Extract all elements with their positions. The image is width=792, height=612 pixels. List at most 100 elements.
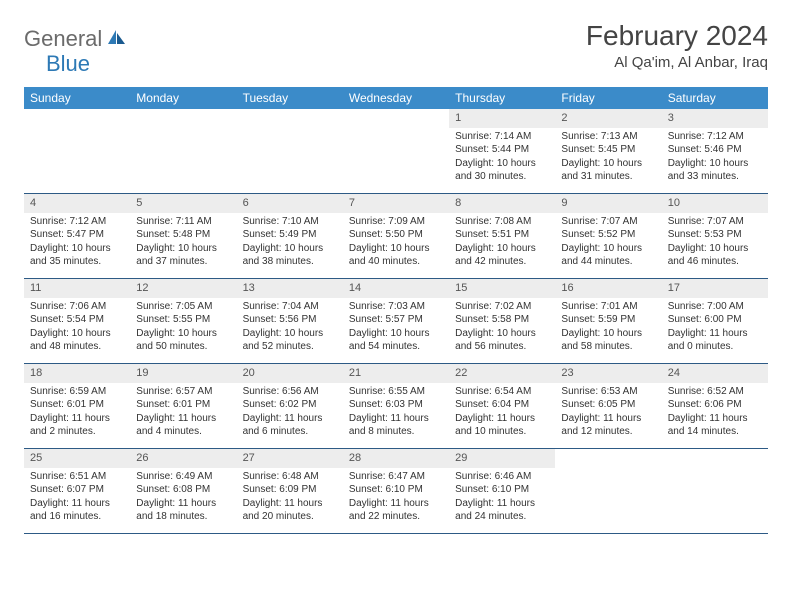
day-content: Sunrise: 6:55 AMSunset: 6:03 PMDaylight:… [343, 383, 449, 443]
day-line-ss: Sunset: 5:44 PM [455, 143, 549, 157]
day-line-sr: Sunrise: 6:49 AM [136, 470, 230, 484]
day-line-d1: Daylight: 11 hours [455, 497, 549, 511]
day-line-d2: and 42 minutes. [455, 255, 549, 269]
day-line-d2: and 56 minutes. [455, 340, 549, 354]
day-cell: 9Sunrise: 7:07 AMSunset: 5:52 PMDaylight… [555, 194, 661, 278]
day-line-ss: Sunset: 5:50 PM [349, 228, 443, 242]
day-number [662, 449, 768, 468]
day-line-sr: Sunrise: 7:00 AM [668, 300, 762, 314]
week-row: 4Sunrise: 7:12 AMSunset: 5:47 PMDaylight… [24, 194, 768, 279]
day-line-sr: Sunrise: 7:02 AM [455, 300, 549, 314]
day-line-sr: Sunrise: 7:11 AM [136, 215, 230, 229]
day-line-d2: and 30 minutes. [455, 170, 549, 184]
day-number: 24 [662, 364, 768, 383]
day-content: Sunrise: 7:11 AMSunset: 5:48 PMDaylight:… [130, 213, 236, 273]
day-line-d1: Daylight: 10 hours [668, 157, 762, 171]
logo-text-blue: Blue [46, 51, 90, 77]
day-content: Sunrise: 7:07 AMSunset: 5:53 PMDaylight:… [662, 213, 768, 273]
day-line-ss: Sunset: 5:56 PM [243, 313, 337, 327]
day-content: Sunrise: 6:49 AMSunset: 6:08 PMDaylight:… [130, 468, 236, 528]
day-line-d2: and 4 minutes. [136, 425, 230, 439]
day-content: Sunrise: 6:47 AMSunset: 6:10 PMDaylight:… [343, 468, 449, 528]
day-line-d1: Daylight: 10 hours [455, 242, 549, 256]
day-content: Sunrise: 7:02 AMSunset: 5:58 PMDaylight:… [449, 298, 555, 358]
logo-text-general: General [24, 26, 102, 52]
day-line-ss: Sunset: 6:10 PM [455, 483, 549, 497]
day-cell: 14Sunrise: 7:03 AMSunset: 5:57 PMDayligh… [343, 279, 449, 363]
day-line-d1: Daylight: 11 hours [30, 497, 124, 511]
day-line-d2: and 44 minutes. [561, 255, 655, 269]
day-content: Sunrise: 7:07 AMSunset: 5:52 PMDaylight:… [555, 213, 661, 273]
day-line-d2: and 10 minutes. [455, 425, 549, 439]
day-number: 26 [130, 449, 236, 468]
day-line-d2: and 18 minutes. [136, 510, 230, 524]
day-line-ss: Sunset: 6:04 PM [455, 398, 549, 412]
day-line-ss: Sunset: 5:58 PM [455, 313, 549, 327]
day-content: Sunrise: 7:12 AMSunset: 5:46 PMDaylight:… [662, 128, 768, 188]
day-content: Sunrise: 7:09 AMSunset: 5:50 PMDaylight:… [343, 213, 449, 273]
day-cell [130, 109, 236, 193]
day-cell: 28Sunrise: 6:47 AMSunset: 6:10 PMDayligh… [343, 449, 449, 533]
day-cell: 12Sunrise: 7:05 AMSunset: 5:55 PMDayligh… [130, 279, 236, 363]
day-cell: 1Sunrise: 7:14 AMSunset: 5:44 PMDaylight… [449, 109, 555, 193]
day-line-d1: Daylight: 11 hours [243, 412, 337, 426]
day-line-d1: Daylight: 10 hours [243, 242, 337, 256]
day-line-ss: Sunset: 5:55 PM [136, 313, 230, 327]
day-content: Sunrise: 7:14 AMSunset: 5:44 PMDaylight:… [449, 128, 555, 188]
logo: General [24, 26, 130, 52]
day-number: 11 [24, 279, 130, 298]
weekday-fri: Friday [555, 87, 661, 109]
day-line-d2: and 12 minutes. [561, 425, 655, 439]
day-number: 13 [237, 279, 343, 298]
day-line-d2: and 8 minutes. [349, 425, 443, 439]
day-line-sr: Sunrise: 7:06 AM [30, 300, 124, 314]
day-number: 23 [555, 364, 661, 383]
day-line-d2: and 54 minutes. [349, 340, 443, 354]
day-line-d2: and 24 minutes. [455, 510, 549, 524]
day-number: 27 [237, 449, 343, 468]
day-line-d1: Daylight: 11 hours [136, 497, 230, 511]
day-line-d2: and 50 minutes. [136, 340, 230, 354]
day-content: Sunrise: 7:06 AMSunset: 5:54 PMDaylight:… [24, 298, 130, 358]
day-line-d1: Daylight: 10 hours [455, 157, 549, 171]
day-line-d1: Daylight: 10 hours [136, 327, 230, 341]
day-line-d2: and 37 minutes. [136, 255, 230, 269]
day-line-d1: Daylight: 11 hours [561, 412, 655, 426]
day-number: 5 [130, 194, 236, 213]
day-content: Sunrise: 6:52 AMSunset: 6:06 PMDaylight:… [662, 383, 768, 443]
day-cell: 6Sunrise: 7:10 AMSunset: 5:49 PMDaylight… [237, 194, 343, 278]
day-number [343, 109, 449, 128]
day-line-d2: and 38 minutes. [243, 255, 337, 269]
day-line-d2: and 40 minutes. [349, 255, 443, 269]
day-number: 16 [555, 279, 661, 298]
day-content: Sunrise: 7:12 AMSunset: 5:47 PMDaylight:… [24, 213, 130, 273]
day-number: 7 [343, 194, 449, 213]
day-number: 3 [662, 109, 768, 128]
day-number: 17 [662, 279, 768, 298]
day-cell: 4Sunrise: 7:12 AMSunset: 5:47 PMDaylight… [24, 194, 130, 278]
day-line-d2: and 58 minutes. [561, 340, 655, 354]
day-line-sr: Sunrise: 6:48 AM [243, 470, 337, 484]
day-line-ss: Sunset: 5:52 PM [561, 228, 655, 242]
day-cell: 21Sunrise: 6:55 AMSunset: 6:03 PMDayligh… [343, 364, 449, 448]
day-line-sr: Sunrise: 6:54 AM [455, 385, 549, 399]
day-line-d1: Daylight: 11 hours [136, 412, 230, 426]
day-line-d1: Daylight: 11 hours [668, 412, 762, 426]
day-number: 10 [662, 194, 768, 213]
day-line-d2: and 46 minutes. [668, 255, 762, 269]
day-line-sr: Sunrise: 7:12 AM [668, 130, 762, 144]
day-number [130, 109, 236, 128]
day-line-ss: Sunset: 6:08 PM [136, 483, 230, 497]
day-number: 8 [449, 194, 555, 213]
day-line-d1: Daylight: 10 hours [243, 327, 337, 341]
day-line-ss: Sunset: 6:05 PM [561, 398, 655, 412]
weekday-tue: Tuesday [237, 87, 343, 109]
day-line-d1: Daylight: 10 hours [349, 242, 443, 256]
day-line-ss: Sunset: 6:01 PM [136, 398, 230, 412]
day-content: Sunrise: 6:48 AMSunset: 6:09 PMDaylight:… [237, 468, 343, 528]
day-line-sr: Sunrise: 6:53 AM [561, 385, 655, 399]
day-line-sr: Sunrise: 6:59 AM [30, 385, 124, 399]
day-line-sr: Sunrise: 7:08 AM [455, 215, 549, 229]
calendar: Sunday Monday Tuesday Wednesday Thursday… [24, 87, 768, 534]
day-line-d1: Daylight: 11 hours [455, 412, 549, 426]
